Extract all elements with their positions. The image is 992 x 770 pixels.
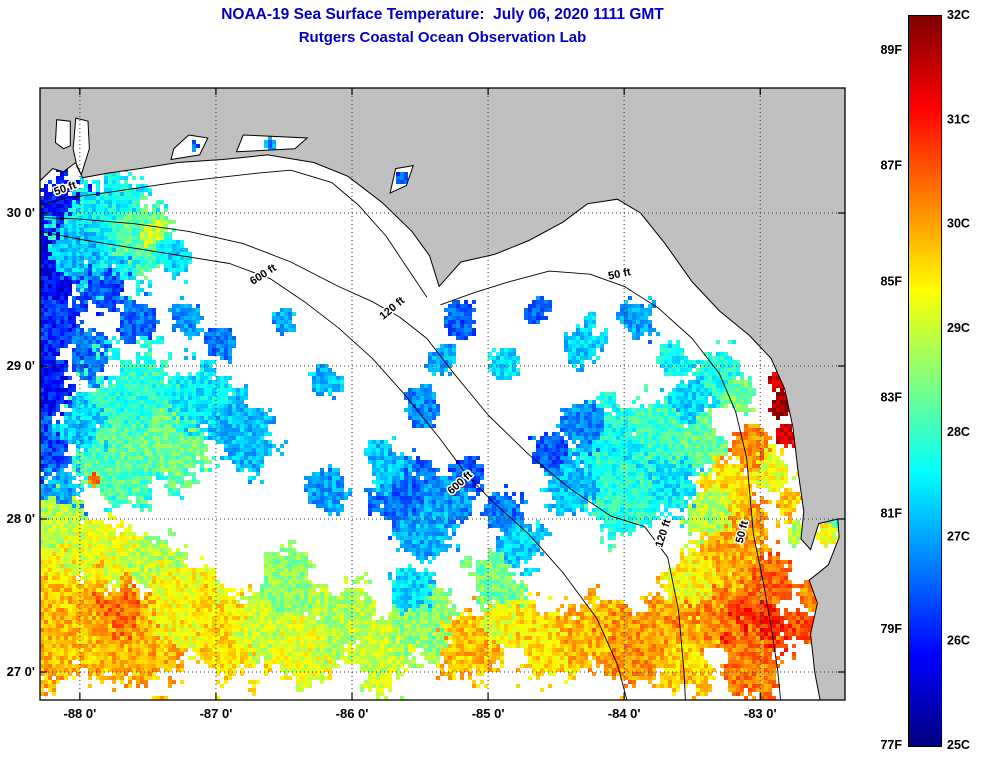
- colorbar-fahrenheit-label: 77F: [880, 738, 902, 752]
- colorbar-celsius-label: 25C: [947, 738, 970, 752]
- y-tick-label: 30 0': [7, 205, 35, 220]
- x-tick-label: -84 0': [608, 706, 641, 721]
- colorbar-celsius-label: 30C: [947, 217, 970, 231]
- colorbar-fahrenheit-label: 79F: [880, 622, 902, 636]
- x-tick-label: -85 0': [472, 706, 505, 721]
- colorbar-celsius-label: 31C: [947, 112, 970, 126]
- x-tick-label: -83 0': [744, 706, 777, 721]
- y-tick-label: 28 0': [7, 511, 35, 526]
- colorbar: [908, 15, 942, 747]
- colorbar-fahrenheit-label: 81F: [880, 506, 902, 520]
- figure-title: NOAA-19 Sea Surface Temperature: July 06…: [221, 6, 664, 23]
- colorbar-celsius-label: 32C: [947, 8, 970, 22]
- colorbar-fahrenheit-label: 87F: [880, 159, 902, 173]
- colorbar-fahrenheit-label: 85F: [880, 275, 902, 289]
- colorbar-fahrenheit-label: 83F: [880, 390, 902, 404]
- colorbar-celsius-label: 26C: [947, 634, 970, 648]
- x-tick-label: -88 0': [64, 706, 97, 721]
- colorbar-celsius-label: 28C: [947, 425, 970, 439]
- x-tick-label: -86 0': [336, 706, 369, 721]
- colorbar-fahrenheit-label: 89F: [880, 43, 902, 57]
- x-tick-label: -87 0': [200, 706, 233, 721]
- colorbar-celsius-label: 27C: [947, 529, 970, 543]
- y-tick-label: 27 0': [7, 664, 35, 679]
- y-tick-label: 29 0': [7, 358, 35, 373]
- colorbar-celsius-label: 29C: [947, 321, 970, 335]
- figure-subtitle: Rutgers Coastal Ocean Observation Lab: [298, 29, 587, 46]
- sst-raster: [40, 88, 845, 700]
